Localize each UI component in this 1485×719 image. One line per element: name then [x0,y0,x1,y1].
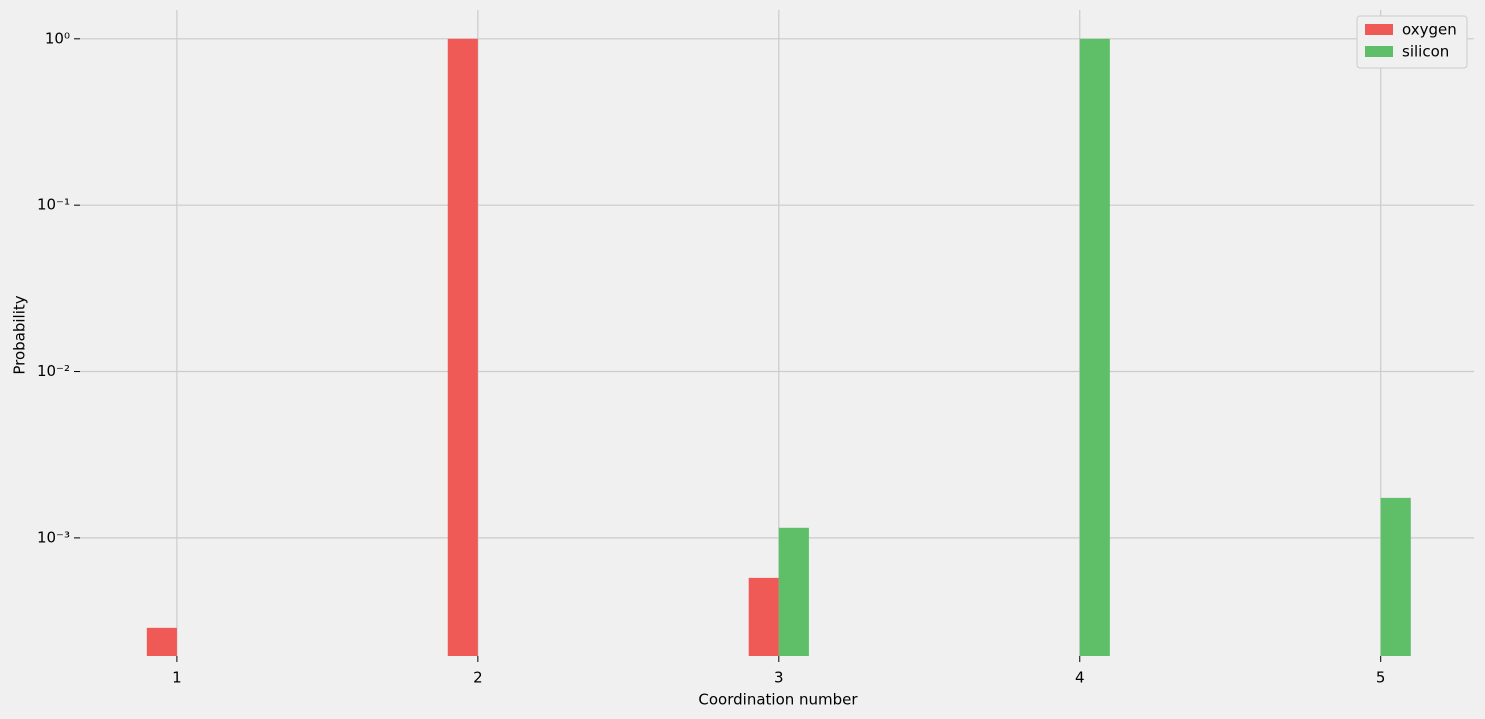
x-axis-label: Coordination number [698,691,858,709]
bar [778,527,809,656]
x-tick-label: 4 [1075,669,1085,687]
x-tick-label: 1 [172,669,182,687]
x-tick-label: 2 [473,669,483,687]
legend-swatch [1365,24,1393,35]
legend-swatch [1365,46,1393,57]
legend-label: oxygen [1402,21,1457,39]
y-tick-label: 10⁻³ [37,528,70,546]
y-axis-label: Probability [11,295,29,374]
bar [447,38,478,656]
bar [748,577,779,656]
y-tick-label: 10⁰ [45,29,70,47]
bar [1079,38,1110,656]
y-tick-label: 10⁻² [37,362,70,380]
y-tick-label: 10⁻¹ [37,196,70,214]
bar [146,627,177,656]
bar [1380,497,1411,656]
x-tick-label: 3 [774,669,784,687]
legend-label: silicon [1402,43,1449,61]
x-tick-label: 5 [1376,669,1386,687]
